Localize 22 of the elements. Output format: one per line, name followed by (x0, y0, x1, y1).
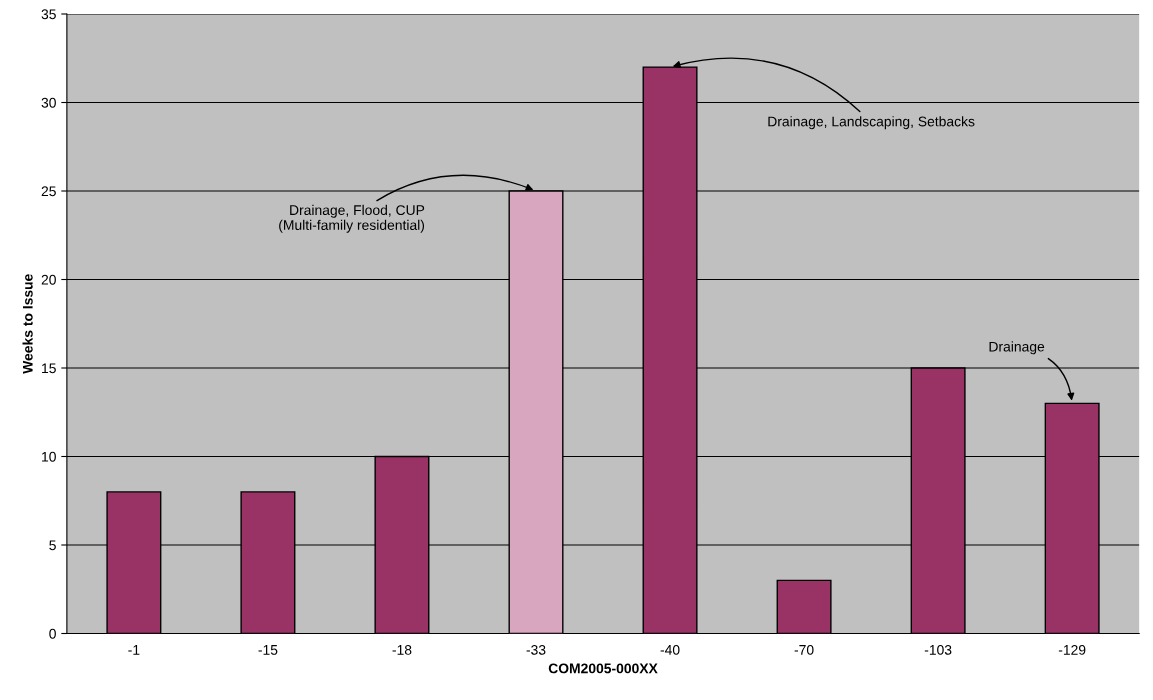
y-axis-title: Weeks to Issue (22, 274, 33, 374)
x-axis-title: COM2005-000XX (548, 663, 658, 674)
y-tick-label: 5 (49, 540, 56, 551)
x-tick-label: -33 (526, 644, 546, 655)
x-tick-label: -40 (660, 644, 680, 655)
y-tick-label: 30 (41, 97, 56, 108)
y-tick-label: 20 (41, 274, 56, 285)
x-tick-label: -103 (924, 644, 952, 655)
y-tick-label: 15 (42, 363, 56, 374)
x-tick-label: -18 (392, 644, 412, 655)
y-tick-label: 25 (41, 186, 56, 197)
x-tick-label: -70 (794, 644, 814, 655)
annotation: Drainage, Landscaping, Setbacks (768, 116, 975, 130)
y-tick-label: 0 (49, 628, 56, 639)
bar (776, 579, 832, 634)
x-tick-label: -129 (1058, 644, 1086, 655)
y-tick-label: 35 (41, 9, 56, 20)
annotation: Drainage (989, 341, 1045, 355)
x-tick-label: -15 (258, 645, 278, 655)
y-tick-label: 10 (42, 451, 56, 462)
annotation: Drainage, Flood, CUP (Multi-family residential) (279, 204, 425, 233)
x-tick-label: -1 (128, 645, 140, 655)
